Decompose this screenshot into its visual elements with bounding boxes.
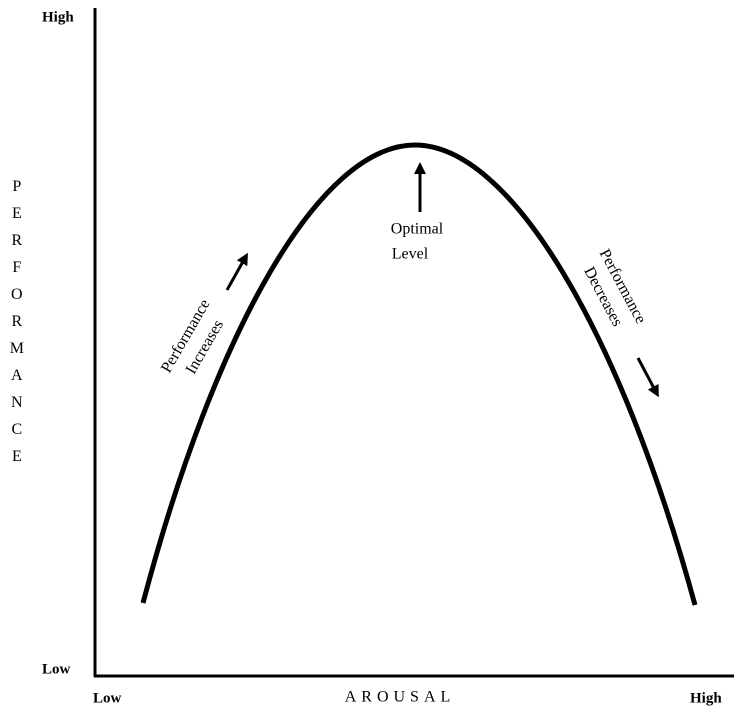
y-low: Low [42, 661, 71, 677]
y-high: High [42, 9, 74, 25]
x-low: Low [93, 690, 122, 706]
arrow-increase [225, 252, 248, 291]
x-high: High [690, 690, 722, 706]
x-label: AROUSAL [345, 689, 456, 706]
arrow-decrease [636, 357, 659, 398]
annotation: Level [392, 246, 429, 263]
annotation: Optimal [391, 221, 444, 238]
y-label: PERFORMANCE [8, 178, 25, 475]
curve [140, 142, 698, 606]
